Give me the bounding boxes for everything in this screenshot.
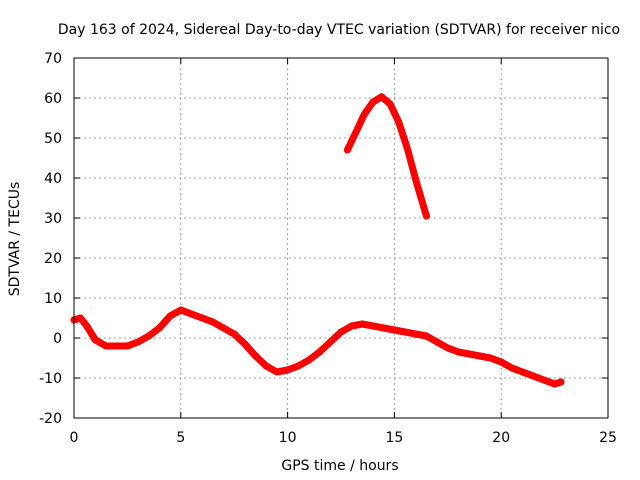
data-point: [348, 322, 356, 330]
data-point: [294, 362, 302, 370]
data-point: [134, 338, 142, 346]
data-point: [252, 352, 260, 360]
x-axis-label: GPS time / hours: [281, 458, 398, 474]
data-point: [422, 212, 430, 220]
data-point: [529, 372, 537, 380]
data-point: [220, 324, 228, 332]
data-point: [519, 368, 527, 376]
plot-frame: [73, 57, 609, 419]
data-point: [395, 118, 403, 126]
x-tick-label: 25: [599, 430, 617, 446]
data-point: [380, 324, 388, 332]
y-tick-label: 0: [53, 331, 62, 347]
data-point: [557, 378, 565, 386]
series-line-1: [343, 93, 430, 220]
x-tick-label: 10: [279, 430, 297, 446]
x-tick-label: 5: [176, 430, 185, 446]
y-tick-label: 20: [44, 251, 62, 267]
data-point: [343, 146, 351, 154]
y-tick-label: 50: [44, 131, 62, 147]
data-point: [273, 368, 281, 376]
data-point: [412, 330, 420, 338]
data-point: [284, 366, 292, 374]
data-point: [465, 350, 473, 358]
data-point: [241, 340, 249, 348]
x-tick-label: 0: [70, 430, 79, 446]
data-point: [262, 362, 270, 370]
data-point: [487, 354, 495, 362]
data-point: [497, 358, 505, 366]
data-point: [305, 356, 313, 364]
data-point: [123, 342, 131, 350]
y-tick-label: 70: [44, 51, 62, 67]
data-point: [378, 93, 386, 101]
data-point: [403, 144, 411, 152]
data-point: [337, 328, 345, 336]
data-point: [369, 98, 377, 106]
data-point: [166, 312, 174, 320]
y-tick-label: 60: [44, 91, 62, 107]
data-point: [476, 352, 484, 360]
data-point: [102, 342, 110, 350]
data-point: [386, 100, 394, 108]
y-tick-label: 30: [44, 211, 62, 227]
x-tick-label: 20: [492, 430, 510, 446]
data-point: [360, 110, 368, 118]
data-point: [91, 336, 99, 344]
y-tick-label: -20: [39, 411, 62, 427]
data-point: [187, 310, 195, 318]
y-axis-label: SDTVAR / TECUs: [7, 182, 23, 297]
data-point: [508, 364, 516, 372]
data-point: [145, 332, 153, 340]
data-point: [198, 314, 206, 322]
data-point: [155, 324, 163, 332]
y-tick-label: 10: [44, 291, 62, 307]
data-point: [113, 342, 121, 350]
data-point: [551, 380, 559, 388]
data-point: [454, 348, 462, 356]
data-point: [390, 326, 398, 334]
x-tick-label: 15: [385, 430, 403, 446]
data-point: [326, 338, 334, 346]
data-point: [230, 330, 238, 338]
data-point: [177, 306, 185, 314]
data-point: [76, 314, 84, 322]
data-point: [444, 344, 452, 352]
y-tick-label: 40: [44, 171, 62, 187]
data-point: [209, 318, 217, 326]
data-point: [352, 128, 360, 136]
series-layer: [70, 93, 565, 388]
data-point: [422, 332, 430, 340]
data-point: [433, 338, 441, 346]
data-point: [540, 376, 548, 384]
data-point: [369, 322, 377, 330]
chart-title: Day 163 of 2024, Sidereal Day-to-day VTE…: [58, 22, 620, 38]
data-point: [83, 322, 91, 330]
y-tick-label: -10: [39, 371, 62, 387]
data-point: [358, 320, 366, 328]
data-point: [412, 176, 420, 184]
axis-ticks: 0 5 10 15 20 25 -20 -10 0 10 20 30 40 50 60 70: [39, 51, 617, 446]
data-point: [316, 348, 324, 356]
data-point: [401, 328, 409, 336]
